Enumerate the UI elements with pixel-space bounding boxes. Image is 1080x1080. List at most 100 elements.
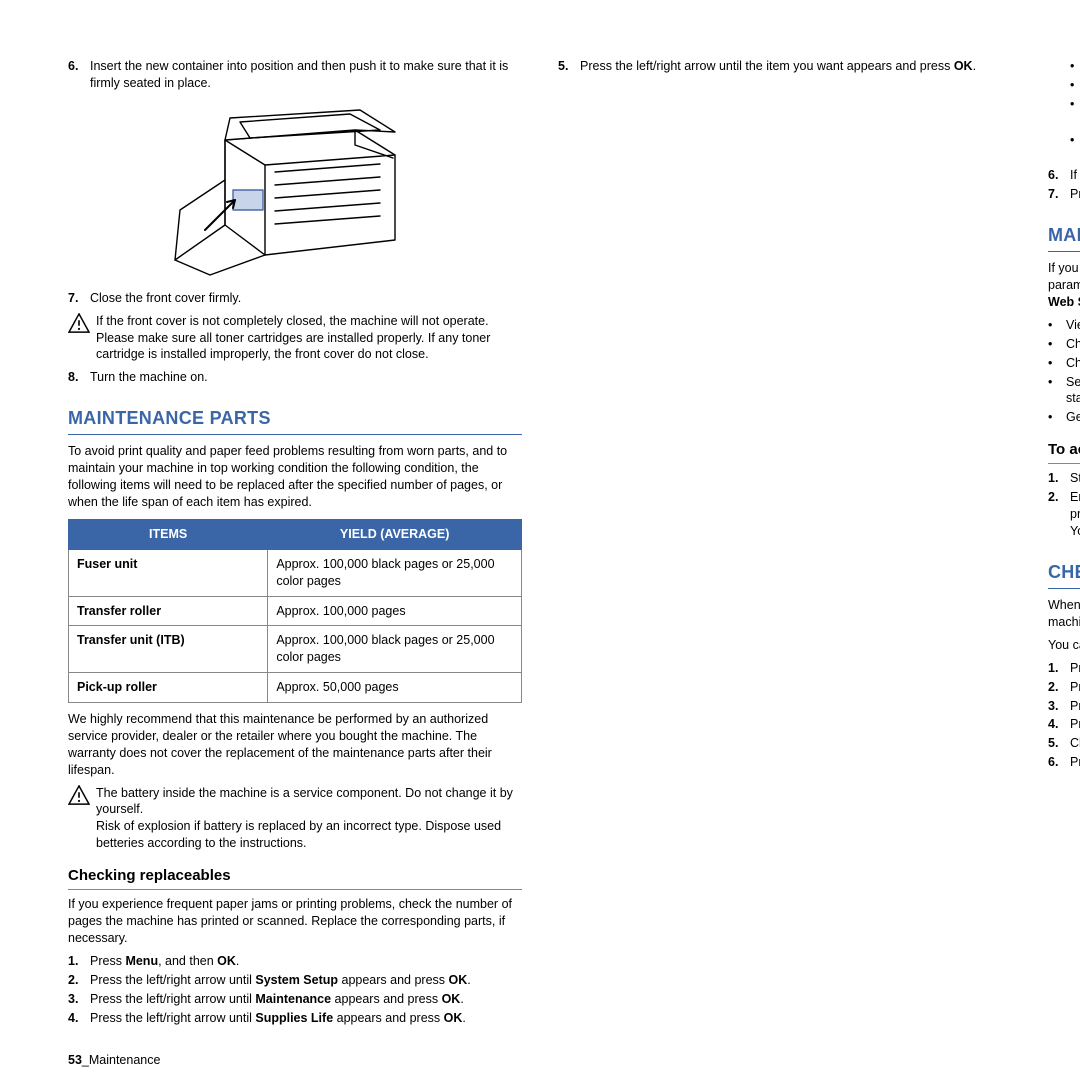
t: Press xyxy=(1070,187,1080,201)
list-item: •Get support for using the machine. xyxy=(1048,409,1080,426)
bullet-icon: • xyxy=(1048,374,1066,408)
warn-line: The battery inside the machine is a serv… xyxy=(96,786,513,817)
step-num: 3. xyxy=(68,991,90,1008)
access-step-1: 1. Start a web browser, such as Internet… xyxy=(1048,470,1080,487)
step-text: Insert the new container into position a… xyxy=(90,58,522,92)
step-num: 7. xyxy=(1048,186,1070,203)
t: Enter the machine IP address (http://xxx… xyxy=(1070,490,1080,521)
step-text: Press Menu, and then OK. xyxy=(1070,660,1080,677)
list-item: •Imaging Unit, Transfer Belt, Fuser, Tra… xyxy=(1048,132,1080,166)
heading-managing-machine: MANAGING YOUR MACHINE FROM THE WEBSITE xyxy=(1048,223,1080,252)
step-text: Enter the machine IP address (http://xxx… xyxy=(1070,489,1080,540)
access-step-2: 2. Enter the machine IP address (http://… xyxy=(1048,489,1080,540)
th-yield: YIELD (AVERAGE) xyxy=(268,519,522,549)
list-item: 3.Press the left/right arrow until Maint… xyxy=(1048,698,1080,715)
step-num: 2. xyxy=(1048,489,1070,540)
step-text: Press the left/right arrow until System … xyxy=(90,972,522,989)
step-6-right: 6. If you selected to print a supply inf… xyxy=(1048,167,1080,184)
bullet-icon: • xyxy=(1048,355,1066,372)
check-intro: If you experience frequent paper jams or… xyxy=(68,896,522,947)
maint-intro: To avoid print quality and paper feed pr… xyxy=(68,443,522,511)
step-text: Turn the machine on. xyxy=(90,369,522,386)
list-item: 5.Press the left/right arrow until the i… xyxy=(558,58,1012,75)
list-item: •Change the printer properties. xyxy=(1048,355,1080,372)
list-item: 1.Press Menu, and then OK. xyxy=(1048,660,1080,677)
warning-box: The battery inside the machine is a serv… xyxy=(68,785,522,853)
step-6: 6. Insert the new container into positio… xyxy=(68,58,522,92)
bullet-text: Set the machine to send email notificati… xyxy=(1066,374,1080,408)
list-item: 1.Press Menu, and then OK. xyxy=(68,953,522,970)
step-text: Check your machine's serial number. xyxy=(1070,735,1080,752)
maintenance-table: ITEMS YIELD (AVERAGE) Fuser unitApprox. … xyxy=(68,519,522,703)
list-item: •Platen Scan: Displays the number of pag… xyxy=(1048,96,1080,130)
step-num: 8. xyxy=(68,369,90,386)
step-text: Press the left/right arrow until Serial … xyxy=(1070,716,1080,733)
step-num: 1. xyxy=(1048,660,1070,677)
step-num: 5. xyxy=(558,58,580,75)
manage-intro: If you have connected your machine to a … xyxy=(1048,260,1080,311)
step-text: Press the left/right arrow until Mainten… xyxy=(90,991,522,1008)
list-item: •Change TCP/IP parameters and set up oth… xyxy=(1048,336,1080,353)
step-num: 1. xyxy=(1048,470,1070,487)
warn-line: Risk of explosion if battery is replaced… xyxy=(96,819,501,850)
step-num: 7. xyxy=(68,290,90,307)
bullet-icon: • xyxy=(1048,336,1066,353)
heading-checking-replaceables: Checking replaceables xyxy=(68,866,522,890)
step-text: Press the left/right arrow until the ite… xyxy=(580,58,1012,75)
heading-maintenance-parts: MAINTENANCE PARTS xyxy=(68,406,522,435)
list-item: 4.Press the left/right arrow until Seria… xyxy=(1048,716,1080,733)
maint-note: We highly recommend that this maintenanc… xyxy=(68,711,522,779)
td-item: Pick-up roller xyxy=(69,673,268,703)
t: Your machine's embedded website opens. xyxy=(1070,524,1080,538)
td-item: Transfer roller xyxy=(69,596,268,626)
supplies-bullets: •Supplies Info: Prints the supply inform… xyxy=(1048,58,1080,165)
page-body: 6. Insert the new container into positio… xyxy=(68,58,1012,1038)
step-num: 6. xyxy=(1048,167,1070,184)
step-num: 3. xyxy=(1048,698,1070,715)
step-text: Press Stop/Clear to return to ready mode… xyxy=(1070,754,1080,771)
warning-text: The battery inside the machine is a serv… xyxy=(96,785,522,853)
serial-steps-list: 1.Press Menu, and then OK.2.Press the le… xyxy=(1048,660,1080,771)
t: If you selected to print a supply inform… xyxy=(1070,168,1080,182)
step-num: 6. xyxy=(68,58,90,92)
list-item: 2.Press the left/right arrow until Syste… xyxy=(1048,679,1080,696)
list-item: •Total: Displays the total number of pag… xyxy=(1048,77,1080,94)
page-number: 53 xyxy=(68,1053,82,1067)
list-item: 6.Press Stop/Clear to return to ready mo… xyxy=(1048,754,1080,771)
step-text: Press the left/right arrow until Supplie… xyxy=(90,1010,522,1027)
list-item: •View the machine's device information a… xyxy=(1048,317,1080,334)
warning-icon xyxy=(68,785,96,853)
td-yield: Approx. 100,000 pages xyxy=(268,596,522,626)
bullet-icon: • xyxy=(1070,132,1080,166)
bullet-text: Change TCP/IP parameters and set up othe… xyxy=(1066,336,1080,353)
step-8: 8. Turn the machine on. xyxy=(68,369,522,386)
bullet-icon: • xyxy=(1070,96,1080,130)
step-num: 2. xyxy=(68,972,90,989)
list-item: 5.Check your machine's serial number. xyxy=(1048,735,1080,752)
bullet-icon: • xyxy=(1048,409,1066,426)
footer-sep: _ xyxy=(82,1053,89,1067)
step-7-right: 7. Press Stop/Clear to return to ready m… xyxy=(1048,186,1080,203)
warning-text: If the front cover is not completely clo… xyxy=(96,313,522,364)
manage-bullets: •View the machine's device information a… xyxy=(1048,317,1080,426)
printer-illustration xyxy=(155,100,435,280)
step-text: Press the left/right arrow until System … xyxy=(1070,679,1080,696)
step-text: Press Stop/Clear to return to ready mode… xyxy=(1070,186,1080,203)
step-num: 2. xyxy=(1048,679,1070,696)
step-num: 4. xyxy=(68,1010,90,1027)
step-text: Press the left/right arrow until Mainten… xyxy=(1070,698,1080,715)
footer-section: Maintenance xyxy=(89,1053,161,1067)
t: If you have connected your machine to a … xyxy=(1048,261,1080,292)
list-item: •Set the machine to send email notificat… xyxy=(1048,374,1080,408)
bullet-text: Change the printer properties. xyxy=(1066,355,1080,372)
warning-icon xyxy=(68,313,96,364)
step-7: 7. Close the front cover firmly. xyxy=(68,290,522,307)
bullet-text: Get support for using the machine. xyxy=(1066,409,1080,426)
list-item: 3.Press the left/right arrow until Maint… xyxy=(68,991,522,1008)
bullet-icon: • xyxy=(1070,77,1080,94)
serial-intro: When you call for service or register as… xyxy=(1048,597,1080,631)
td-yield: Approx. 50,000 pages xyxy=(268,673,522,703)
bullet-icon: • xyxy=(1048,317,1066,334)
page-footer: 53_Maintenance xyxy=(68,1052,1012,1069)
heading-access-syncthru: To access SyncThru™ Web Service: xyxy=(1048,440,1080,464)
